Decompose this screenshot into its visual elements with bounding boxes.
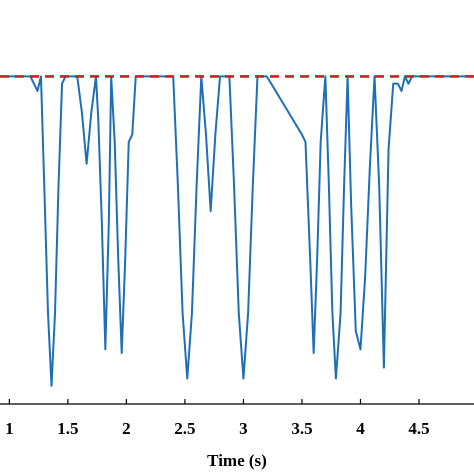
x-axis-label: Time (s) <box>207 451 267 470</box>
x-tick-label: 1.5 <box>57 419 78 438</box>
x-axis-ticks: 1 1.5 2 2.5 3 3.5 4 4.5 <box>5 399 430 438</box>
signal-series-line <box>0 75 474 387</box>
series-layer <box>0 75 474 387</box>
x-tick-label: 2.5 <box>174 419 195 438</box>
x-tick-label: 1 <box>5 419 14 438</box>
x-tick-label: 2 <box>122 419 131 438</box>
x-tick-label: 3.5 <box>291 419 312 438</box>
x-tick-label: 4.5 <box>408 419 429 438</box>
x-tick-label: 4 <box>356 419 365 438</box>
x-tick-label: 3 <box>239 419 248 438</box>
